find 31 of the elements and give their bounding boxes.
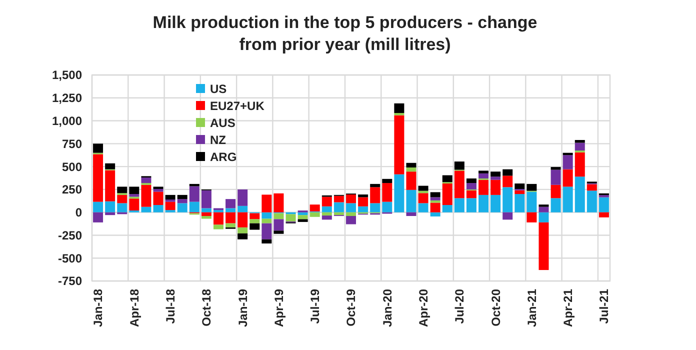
x-tick-label: Jan-18 bbox=[91, 288, 106, 328]
x-tick-label: Jan-19 bbox=[236, 288, 250, 328]
x-tick-label: Oct-19 bbox=[344, 288, 358, 326]
y-tick-label: 250 bbox=[62, 182, 82, 197]
x-tick-label: Apr-18 bbox=[127, 288, 142, 328]
x-tick-label: Apr-20 bbox=[416, 288, 430, 328]
x-tick-label: Jul-20 bbox=[452, 288, 467, 324]
y-tick-label: 1,250 bbox=[52, 91, 82, 106]
legend-label: NZ bbox=[210, 133, 226, 148]
legend-label: AUS bbox=[210, 116, 236, 130]
x-tick-label: Jan-21 bbox=[524, 288, 539, 328]
y-tick-label: -250 bbox=[58, 228, 82, 242]
y-tick-label: 0 bbox=[75, 206, 82, 220]
y-tick-label: 500 bbox=[62, 160, 82, 174]
x-tick-label: Oct-20 bbox=[488, 288, 503, 326]
legend-label: ARG bbox=[210, 150, 237, 164]
x-tick-label: Oct-18 bbox=[200, 288, 214, 326]
x-tick-label: Apr-21 bbox=[561, 288, 576, 328]
x-tick-label: Jul-19 bbox=[308, 288, 322, 324]
x-tick-label: Jan-20 bbox=[380, 288, 394, 328]
y-tick-label: -750 bbox=[58, 274, 82, 288]
y-tick-label: 1,500 bbox=[52, 68, 82, 82]
legend-label: EU27+UK bbox=[210, 99, 265, 114]
y-tick-label: 1,000 bbox=[52, 114, 82, 128]
x-tick-label: Jul-18 bbox=[164, 288, 178, 324]
y-tick-label: 750 bbox=[62, 136, 82, 151]
legend-label: US bbox=[210, 82, 227, 96]
y-tick-label: -500 bbox=[58, 251, 82, 266]
x-tick-label: Apr-19 bbox=[272, 288, 286, 328]
x-tick-label: Jul-21 bbox=[597, 288, 612, 324]
chart-title: Milk production in the top 5 producers - change from prior year (mill litres) bbox=[152, 13, 538, 54]
